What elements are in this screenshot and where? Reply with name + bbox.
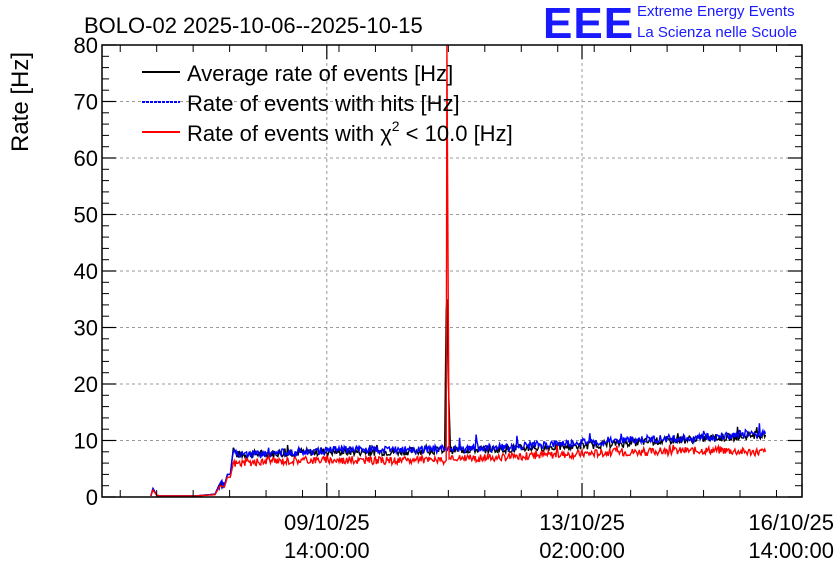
y-tick-label: 70 (74, 90, 98, 115)
y-tick-label: 80 (74, 33, 98, 58)
series-line-2 (150, 423, 767, 497)
y-tick-label: 20 (74, 372, 98, 397)
logo-line-2: La Scienza nelle Scuole (637, 24, 798, 41)
axes: 0 10 20 30 40 50 60 70 80 09/10/25 14:00:00 13/10/2… (74, 33, 834, 563)
grid (102, 45, 802, 497)
x-tick-time: 14:00:00 (748, 538, 834, 563)
x-tick-time: 02:00:00 (539, 538, 625, 563)
legend: Average rate of events [Hz] Rate of event… (142, 61, 513, 146)
y-tick-label: 50 (74, 203, 98, 228)
x-tick-date: 13/10/25 (539, 510, 625, 535)
x-tick-time: 14:00:00 (284, 538, 370, 563)
data-series (150, 45, 767, 497)
y-tick-label: 0 (86, 485, 98, 510)
y-tick-label: 30 (74, 316, 98, 341)
series-line-3 (150, 45, 767, 497)
legend-label-3: Rate of events with χ2 < 10.0 [Hz] (187, 118, 513, 146)
y-tick-label: 10 (74, 429, 98, 454)
chart-title: BOLO-02 2025-10-06--2025-10-15 (84, 13, 423, 38)
series-line-1 (150, 299, 767, 497)
y-tick-label: 60 (74, 146, 98, 171)
x-tick-date: 09/10/25 (284, 510, 370, 535)
y-tick-label: 40 (74, 259, 98, 284)
legend-label-2: Rate of events with hits [Hz] (187, 91, 460, 116)
x-tick-date: 16/10/25 (748, 510, 834, 535)
plot-frame (101, 44, 803, 498)
eee-logo: EEE (543, 0, 635, 48)
legend-label-1: Average rate of events [Hz] (187, 61, 453, 86)
logo-line-1: Extreme Energy Events (637, 3, 795, 20)
y-axis-label: Rate [Hz] (7, 52, 34, 152)
